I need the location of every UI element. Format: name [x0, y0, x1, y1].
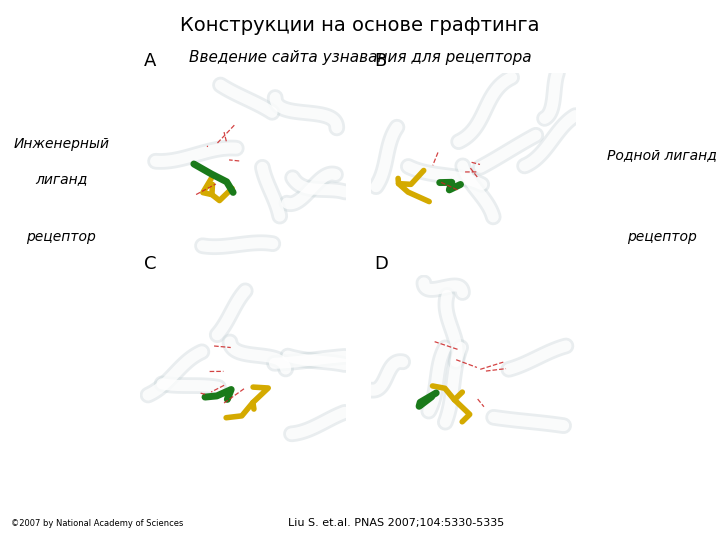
Text: лиганд: лиганд [35, 173, 87, 186]
Text: Введение сайта узнавания для рецептора: Введение сайта узнавания для рецептора [189, 50, 531, 65]
Text: B: B [374, 52, 387, 70]
Text: C: C [144, 255, 156, 273]
Text: Конструкции на основе графтинга: Конструкции на основе графтинга [180, 16, 540, 35]
Text: рецептор: рецептор [628, 230, 697, 244]
Text: D: D [374, 255, 388, 273]
Text: Инженерный: Инженерный [13, 138, 109, 151]
Text: рецептор: рецептор [27, 230, 96, 244]
Text: Liu S. et.al. PNAS 2007;104:5330-5335: Liu S. et.al. PNAS 2007;104:5330-5335 [288, 518, 504, 528]
Text: A: A [144, 52, 156, 70]
Text: Родной лиганд: Родной лиганд [608, 148, 717, 162]
Text: ©2007 by National Academy of Sciences: ©2007 by National Academy of Sciences [11, 519, 183, 528]
